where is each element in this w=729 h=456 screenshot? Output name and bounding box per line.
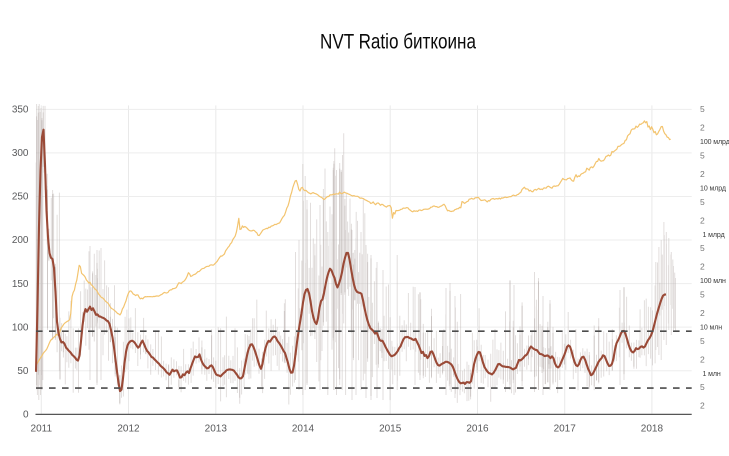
svg-text:5: 5 — [700, 104, 705, 114]
svg-text:100 млрд: 100 млрд — [700, 139, 729, 146]
svg-text:5: 5 — [700, 243, 705, 253]
svg-text:2011: 2011 — [31, 424, 53, 435]
svg-text:350: 350 — [12, 105, 29, 116]
svg-text:2: 2 — [700, 169, 705, 179]
svg-text:250: 250 — [12, 192, 29, 203]
svg-text:5: 5 — [700, 151, 705, 161]
svg-text:2017: 2017 — [554, 424, 577, 435]
svg-text:2: 2 — [700, 354, 705, 364]
svg-text:100 млн: 100 млн — [700, 278, 726, 285]
svg-text:2: 2 — [700, 215, 705, 225]
svg-text:5: 5 — [700, 197, 705, 207]
svg-text:2016: 2016 — [466, 424, 489, 435]
svg-text:100: 100 — [12, 322, 29, 333]
svg-text:1 млн: 1 млн — [703, 371, 721, 378]
svg-text:2018: 2018 — [641, 424, 664, 435]
svg-text:10 млрд: 10 млрд — [700, 185, 726, 192]
svg-text:5: 5 — [700, 382, 705, 392]
svg-text:5: 5 — [700, 290, 705, 300]
svg-text:2: 2 — [700, 401, 705, 411]
svg-text:5: 5 — [700, 336, 705, 346]
svg-text:NVT Ratio биткоина: NVT Ratio биткоина — [320, 31, 476, 54]
svg-text:10 млн: 10 млн — [700, 324, 722, 331]
svg-text:2013: 2013 — [205, 424, 228, 435]
svg-text:2: 2 — [700, 123, 705, 133]
svg-text:2: 2 — [700, 308, 705, 318]
svg-text:1 млрд: 1 млрд — [703, 232, 725, 239]
svg-text:50: 50 — [17, 366, 29, 377]
svg-text:2: 2 — [700, 262, 705, 272]
svg-text:2012: 2012 — [117, 424, 140, 435]
svg-text:200: 200 — [12, 235, 29, 246]
svg-text:2015: 2015 — [379, 424, 402, 435]
svg-text:300: 300 — [12, 148, 29, 159]
svg-text:2014: 2014 — [292, 424, 315, 435]
svg-text:150: 150 — [12, 279, 29, 290]
svg-text:0: 0 — [23, 409, 29, 420]
